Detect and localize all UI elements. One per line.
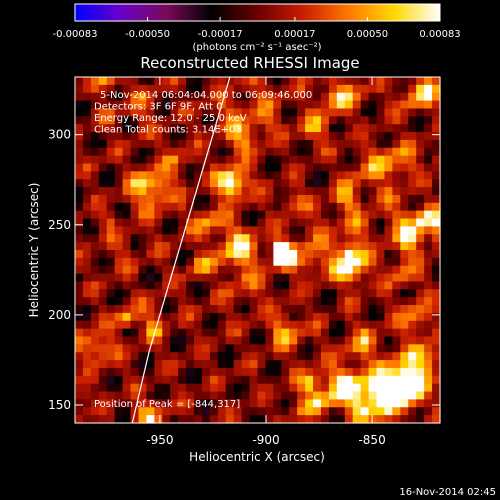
colorbar: [74, 3, 441, 22]
x-tick-label: -950: [146, 433, 173, 447]
y-axis-label: Heliocentric Y (arcsec): [27, 183, 41, 318]
colorbar-tick-label: -0.00083: [53, 29, 98, 40]
peak-position-label: Position of Peak = [-844,317]: [94, 399, 240, 410]
annotation-line: 5-Nov-2014 06:04:04.000 to 06:09:46.000: [100, 90, 312, 101]
heatmap-image: [75, 77, 441, 424]
annotation-line: Energy Range: 12.0 - 25.0 keV: [94, 113, 247, 124]
colorbar-tick-label: -0.00050: [125, 29, 170, 40]
colorbar-tick-label: -0.00017: [198, 29, 243, 40]
y-tick-label: 300: [48, 128, 71, 142]
annotation-line: Detectors: 3F 6F 9F, Att 0: [94, 102, 222, 113]
x-tick-label: -850: [358, 433, 385, 447]
timestamp: 16-Nov-2014 02:45: [399, 487, 496, 498]
x-tick-label: -900: [252, 433, 279, 447]
chart-title: Reconstructed RHESSI Image: [140, 54, 359, 72]
colorbar-units: (photons cm⁻² s⁻¹ asec⁻²): [192, 42, 321, 53]
plot-frame: [74, 76, 441, 424]
colorbar-tick-label: 0.00017: [274, 29, 315, 40]
solar-limb-line: [131, 76, 231, 424]
annotation-line: Clean Total counts: 3.14E+03: [94, 125, 242, 136]
x-axis-label: Heliocentric X (arcsec): [189, 450, 325, 464]
annotation-block: 5-Nov-2014 06:04:04.000 to 06:09:46.000D…: [94, 90, 312, 136]
y-tick-label: 200: [48, 308, 71, 322]
axis-ticks: -950 -900 -850 150 200 250 300: [48, 77, 440, 447]
y-tick-label: 150: [48, 398, 71, 412]
colorbar-tick-label: 0.00083: [419, 29, 460, 40]
colorbar-tick-label: 0.00050: [347, 29, 388, 40]
colorbar-ticks: -0.00083 -0.00050 -0.00017 0.00017 0.00050 0.…: [53, 17, 461, 40]
y-tick-label: 250: [48, 218, 71, 232]
